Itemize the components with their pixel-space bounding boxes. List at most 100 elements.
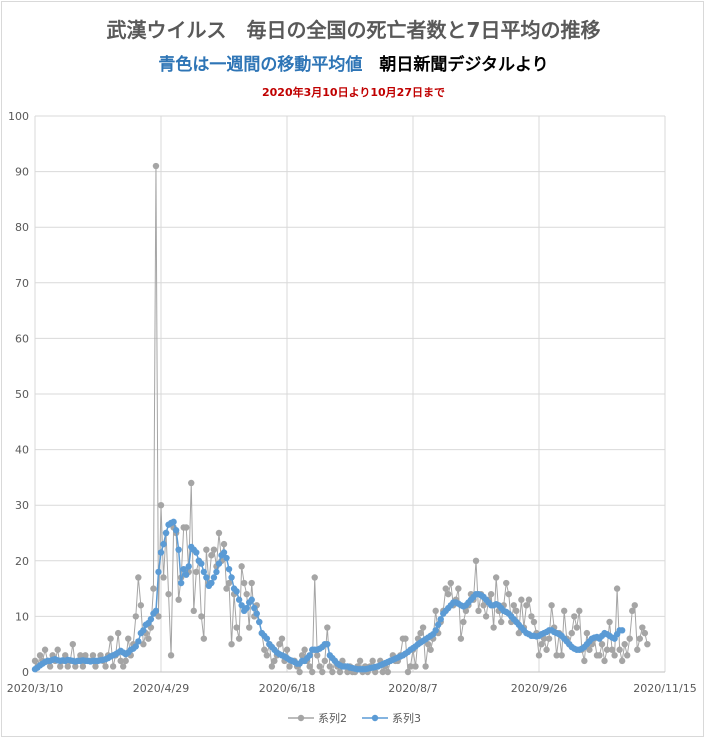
data-point	[243, 590, 250, 598]
data-point	[311, 574, 318, 581]
x-tick-labels: 2020/3/10 2020/4/29 2020/6/18 2020/8/7 2020/…	[7, 682, 697, 695]
data-point	[276, 641, 283, 648]
data-point	[251, 604, 258, 612]
data-point	[417, 629, 424, 637]
data-point	[122, 657, 129, 665]
data-point	[261, 646, 268, 653]
data-point	[152, 607, 160, 615]
data-point	[170, 518, 177, 526]
x-tick-label: 2020/11/15	[633, 682, 696, 695]
data-point	[437, 615, 444, 623]
data-point	[72, 663, 79, 670]
data-point	[57, 663, 64, 670]
data-point	[109, 663, 117, 670]
data-point	[424, 641, 432, 648]
data-point	[442, 585, 449, 592]
subtitle-moving-average-note: 青色は一週間の移動平均値	[158, 55, 363, 75]
data-point	[482, 613, 490, 620]
data-point	[336, 668, 344, 676]
data-point	[608, 646, 616, 653]
data-point	[188, 479, 195, 487]
data-point	[132, 643, 139, 650]
data-point	[432, 627, 439, 634]
data-point	[198, 560, 205, 567]
data-point	[215, 560, 223, 567]
data-point	[447, 579, 454, 587]
data-point	[329, 668, 336, 676]
data-point	[175, 596, 182, 603]
data-point	[225, 565, 233, 573]
data-point	[309, 668, 316, 676]
data-point	[618, 627, 626, 634]
data-point	[157, 502, 165, 509]
data-point	[220, 549, 228, 556]
data-point	[553, 652, 560, 659]
data-point	[69, 641, 77, 648]
data-point	[180, 565, 187, 573]
data-point	[503, 579, 510, 587]
data-point	[238, 602, 245, 609]
data-point	[407, 663, 414, 670]
y-tick-label: 50	[15, 388, 29, 401]
data-point	[46, 663, 54, 670]
data-point	[472, 557, 480, 564]
data-point	[475, 607, 482, 615]
data-point	[203, 546, 210, 553]
data-point	[137, 602, 145, 609]
data-point	[306, 652, 313, 659]
data-point	[132, 613, 139, 620]
data-point	[379, 668, 386, 676]
data-point	[263, 652, 271, 659]
data-point	[455, 585, 462, 592]
data-point	[198, 613, 205, 620]
data-point	[177, 579, 185, 587]
data-point	[596, 652, 603, 659]
data-point	[223, 554, 230, 562]
data-point	[160, 540, 167, 548]
data-point	[301, 646, 308, 653]
data-point	[498, 618, 505, 626]
y-tick-label: 20	[15, 555, 29, 568]
x-tick-label: 2020/6/18	[259, 682, 315, 695]
data-point	[316, 663, 323, 670]
data-point	[125, 635, 132, 642]
data-point	[183, 571, 190, 578]
data-point	[64, 663, 71, 670]
data-point	[89, 652, 97, 659]
data-point	[200, 568, 208, 576]
data-point	[601, 657, 608, 665]
data-point	[435, 621, 442, 628]
data-point	[324, 641, 331, 648]
data-point	[636, 635, 643, 642]
data-point	[419, 624, 427, 631]
data-point	[568, 629, 575, 637]
series-2	[31, 162, 651, 676]
data-point	[246, 624, 253, 631]
y-tick-label: 100	[8, 110, 29, 123]
data-point	[314, 652, 321, 659]
data-point	[155, 613, 162, 620]
data-point	[165, 590, 172, 598]
data-point	[77, 652, 84, 659]
data-point	[162, 529, 170, 537]
data-point	[598, 641, 606, 648]
legend: 系列2 系列3	[288, 711, 421, 725]
data-point	[422, 663, 429, 670]
data-point	[369, 657, 376, 665]
data-point	[102, 663, 109, 670]
data-point	[402, 635, 409, 642]
y-tick-label: 80	[15, 221, 29, 234]
data-point	[120, 663, 127, 670]
data-point	[523, 602, 530, 609]
data-point	[510, 602, 517, 609]
data-point	[505, 590, 512, 598]
data-point	[248, 579, 255, 587]
data-point	[583, 629, 591, 637]
data-point	[603, 646, 611, 653]
data-point	[243, 604, 250, 612]
y-tick-label: 10	[15, 610, 29, 623]
data-point	[480, 602, 487, 609]
data-point	[618, 657, 626, 665]
data-point	[135, 574, 142, 581]
data-point	[220, 540, 228, 548]
